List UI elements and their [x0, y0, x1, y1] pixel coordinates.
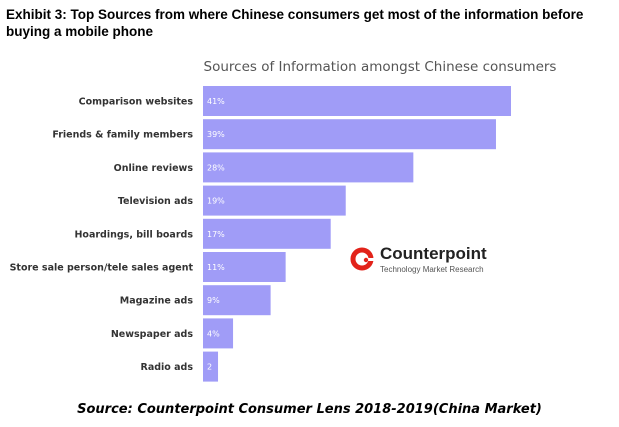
- counterpoint-logo-icon: [350, 247, 374, 271]
- data-label: 19%: [207, 197, 225, 206]
- category-label: Comparison websites: [79, 97, 194, 108]
- data-label: 39%: [207, 130, 225, 139]
- bar: [203, 86, 511, 116]
- bar-chart: Comparison websites 41% Friends & family m…: [10, 86, 511, 382]
- data-label: 11%: [207, 263, 225, 272]
- category-label: Television ads: [118, 196, 194, 207]
- category-label: Online reviews: [114, 163, 194, 174]
- bar: [203, 152, 414, 183]
- bar: [203, 252, 286, 282]
- source-note: Source: Counterpoint Consumer Lens 2018-…: [77, 402, 542, 417]
- category-label: Hoardings, bill boards: [74, 229, 193, 240]
- bar: [203, 351, 219, 382]
- bar: [203, 185, 346, 216]
- category-label: Magazine ads: [120, 296, 194, 307]
- data-label: 4%: [207, 329, 220, 338]
- counterpoint-logo: Counterpoint Technology Market Research: [350, 244, 500, 280]
- bar: [203, 119, 496, 150]
- logo-name: Counterpoint: [380, 244, 487, 263]
- category-label: Newspaper ads: [111, 329, 193, 340]
- logo-tagline: Technology Market Research: [380, 265, 484, 274]
- category-label: Friends & family members: [52, 130, 193, 141]
- chart-title: Sources of Information amongst Chinese c…: [203, 59, 557, 75]
- data-label: 28%: [207, 163, 225, 172]
- bar: [203, 285, 271, 316]
- bar: [203, 318, 234, 349]
- category-label: Radio ads: [141, 362, 194, 373]
- data-label: 41%: [207, 97, 225, 106]
- data-label: 17%: [207, 230, 225, 239]
- exhibit-title: Exhibit 3: Top Sources from where Chines…: [6, 7, 584, 39]
- data-label: 9%: [207, 296, 220, 305]
- data-label: 2: [207, 363, 212, 372]
- category-label: Store sale person/tele sales agent: [10, 263, 194, 274]
- bar: [203, 218, 331, 249]
